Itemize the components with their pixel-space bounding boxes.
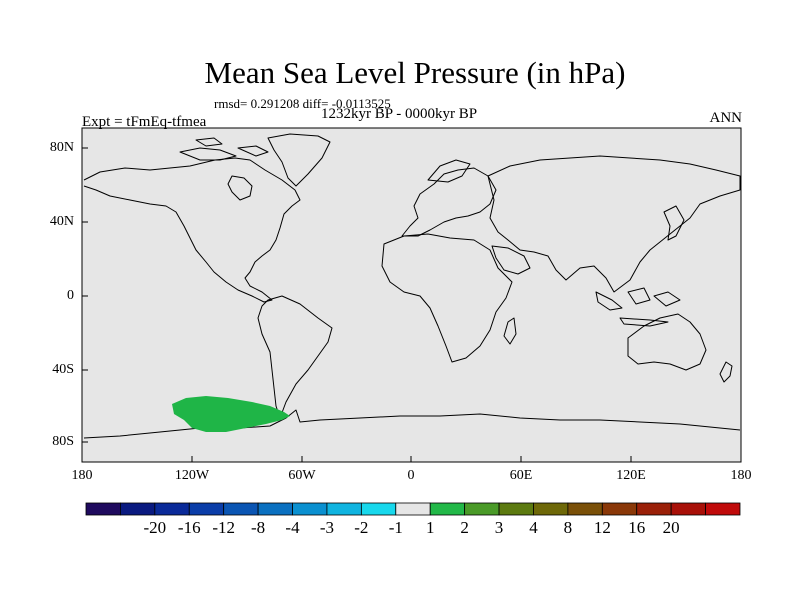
- colorbar-label: -20: [143, 518, 167, 537]
- lon-tick-label: 0: [407, 468, 415, 483]
- lat-tick-label: 80S: [52, 434, 74, 449]
- colorbar: [85, 502, 741, 516]
- coastline-madagascar: [503, 317, 517, 345]
- coastline-australia: [627, 313, 707, 371]
- coastline-south-america: [257, 295, 333, 419]
- colorbar-swatch: [567, 502, 603, 516]
- stats-text: rmsd= 0.291208 diff= -0.0113525: [214, 96, 391, 111]
- colorbar-swatch: [326, 502, 362, 516]
- lon-tick-label: 180: [730, 468, 752, 483]
- colorbar-label: 3: [494, 518, 504, 537]
- coastline-new-zealand: [719, 361, 733, 383]
- lon-tick-label: 60E: [509, 468, 533, 483]
- season-label: ANN: [709, 110, 743, 126]
- colorbar-label: 8: [563, 518, 573, 537]
- lat-tick-label: 40S: [52, 362, 74, 377]
- colorbar-swatch: [154, 502, 190, 516]
- colorbar-swatch: [636, 502, 672, 516]
- colorbar-label: 20: [662, 518, 680, 537]
- colorbar-swatch: [429, 502, 466, 516]
- colorbar-label: -3: [319, 518, 335, 537]
- colorbar-label: -16: [177, 518, 201, 537]
- lat-tick-label: 80N: [49, 140, 74, 155]
- colorbar-swatch: [188, 502, 225, 516]
- period-text: 1232kyr BP - 0000kyr BP: [321, 106, 478, 122]
- colorbar-label: -4: [285, 518, 300, 537]
- coastline-greenland: [267, 133, 331, 187]
- colorbar-label: 2: [460, 518, 469, 537]
- coastline-scandinavia: [427, 159, 471, 183]
- coastline-japan: [663, 205, 685, 241]
- colorbar-swatch: [360, 502, 397, 516]
- colorbar-swatch: [464, 502, 500, 516]
- colorbar-label: -12: [212, 518, 236, 537]
- lat-tick-label: 0: [67, 288, 74, 303]
- colorbar-swatch: [395, 502, 431, 516]
- map-title: Mean Sea Level Pressure (in hPa): [204, 55, 626, 90]
- colorbar-label: -1: [388, 518, 403, 537]
- colorbar-swatch: [292, 502, 328, 516]
- tick-marks: [81, 147, 742, 462]
- coastline-asia: [487, 155, 741, 293]
- coastline-indonesia: [595, 287, 681, 327]
- colorbar-swatch: [601, 502, 638, 516]
- anomaly-region: [172, 396, 290, 432]
- colorbar-swatch: [120, 502, 156, 516]
- coastline-arctic-islands: [179, 137, 269, 161]
- colorbar-label: -2: [354, 518, 369, 537]
- colorbar-swatch: [498, 502, 534, 516]
- colorbar-swatch: [85, 502, 121, 516]
- colorbar-label: 1: [425, 518, 435, 537]
- experiment-label: Expt = tFmEq-tfmea: [82, 114, 207, 130]
- colorbar-swatch: [705, 502, 741, 516]
- coastline-north-america: [83, 157, 301, 303]
- coastline-arabia: [491, 245, 531, 275]
- coastline-hudson-bay: [227, 175, 253, 201]
- colorbar-label: 4: [529, 518, 538, 537]
- lat-tick-label: 40N: [49, 214, 74, 229]
- colorbar-label: 12: [593, 518, 611, 537]
- colorbar-swatch: [533, 502, 569, 516]
- colorbar-swatch: [670, 502, 706, 516]
- colorbar-swatch: [257, 502, 293, 516]
- coastline-africa: [381, 233, 513, 363]
- colorbar-label: 16: [628, 518, 646, 537]
- lon-tick-label: 120E: [616, 468, 646, 483]
- lon-tick-label: 120W: [174, 468, 210, 483]
- colorbar-swatch: [223, 502, 259, 516]
- colorbar-label: -8: [251, 518, 266, 537]
- lon-tick-label: 60W: [288, 468, 316, 483]
- lon-tick-label: 180: [71, 468, 93, 483]
